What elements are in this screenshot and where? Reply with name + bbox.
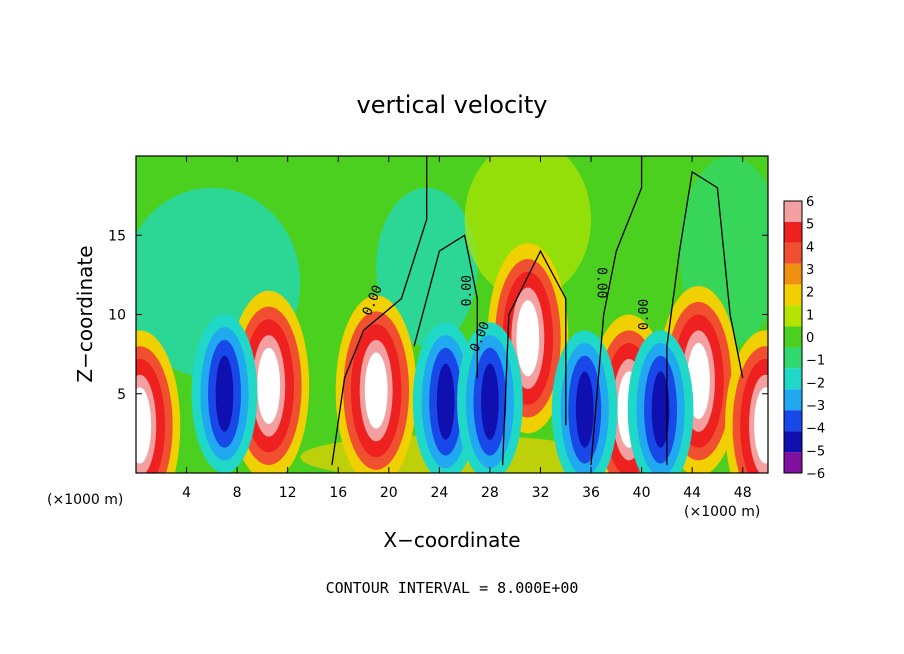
colorbar-swatch <box>784 368 802 390</box>
x-tick-label: 32 <box>532 485 550 501</box>
x-tick-label: 28 <box>481 485 499 501</box>
colorbar-swatch <box>784 201 802 222</box>
colorbar-label: 0 <box>806 331 814 346</box>
updraft-core <box>136 387 152 464</box>
zero-contour-line <box>501 249 567 466</box>
zero-contour-line <box>413 234 478 378</box>
x-axis-label: X−coordinate <box>383 528 520 552</box>
colorbar-swatch <box>784 221 802 243</box>
colorbar-label: −6 <box>806 467 825 482</box>
colorbar-label: 1 <box>806 308 814 323</box>
colorbar-label: −1 <box>806 354 825 369</box>
colorbar-label: 6 <box>806 195 814 210</box>
x-tick-label: 48 <box>734 485 752 501</box>
x-unit-right: (×1000 m) <box>684 504 760 520</box>
zero-contour-line <box>666 170 744 466</box>
downdraft-ring <box>215 355 234 432</box>
x-tick-label: 16 <box>329 485 347 501</box>
colorbar-label: −3 <box>806 399 825 414</box>
x-tick-label: 24 <box>430 485 448 501</box>
updraft-core <box>257 347 281 424</box>
colorbar-swatch <box>784 347 802 369</box>
colorbar-swatch <box>784 410 802 432</box>
x-tick-label: 4 <box>182 485 191 501</box>
colorbar-swatch <box>784 452 802 473</box>
y-tick-label: 10 <box>108 308 126 324</box>
colorbar-swatch <box>784 389 802 411</box>
contour-interval-footer: CONTOUR INTERVAL = 8.000E+00 <box>326 579 579 597</box>
colorbar-label: −2 <box>806 376 825 391</box>
colorbar-label: 4 <box>806 240 814 255</box>
updraft-core <box>364 352 388 429</box>
contour-label: 0.00 <box>637 299 652 330</box>
velocity-field <box>136 156 768 473</box>
x-unit-left: (×1000 m) <box>47 492 123 508</box>
contour-label: 0.00 <box>460 275 475 306</box>
updraft-core <box>754 387 768 464</box>
colorbar-swatch <box>784 263 802 285</box>
colorbar-label: 3 <box>806 263 814 278</box>
x-tick-label: 12 <box>279 485 297 501</box>
downdraft-ring <box>575 371 594 448</box>
colorbar-swatch <box>784 284 802 306</box>
field-band <box>376 187 478 347</box>
colorbar-swatch <box>784 242 802 264</box>
x-tick-label: 44 <box>683 485 701 501</box>
colorbar: 6 5 4 3 2 1 0 −1 −2 −3 −4 −5 −6 <box>783 195 825 482</box>
field-band <box>464 156 592 299</box>
chart-title: vertical velocity <box>357 91 548 119</box>
contour-label: 0.00 <box>593 267 608 298</box>
colorbar-swatch <box>784 326 802 348</box>
colorbar-frame <box>783 200 803 474</box>
colorbar-label: 5 <box>806 218 814 233</box>
x-axis-ticks: 4 8 12 16 20 24 28 32 36 40 44 48 <box>182 156 752 501</box>
y-tick-label: 15 <box>108 228 126 244</box>
zero-contours <box>331 156 744 466</box>
x-tick-label: 40 <box>633 485 651 501</box>
downdraft-ring <box>651 371 670 448</box>
colorbar-swatch <box>784 431 802 453</box>
y-tick-label: 5 <box>117 387 126 403</box>
y-axis-label: Z−coordinate <box>73 245 97 382</box>
downdraft-ring <box>481 363 499 440</box>
colorbar-label: −5 <box>806 444 825 459</box>
colorbar-swatch <box>784 305 802 327</box>
zero-contour-line <box>331 156 428 466</box>
x-tick-label: 8 <box>233 485 242 501</box>
updraft-core <box>516 300 540 377</box>
plot-area: 0.00 0.000.000.000.00 <box>135 155 769 474</box>
y-axis-ticks: 5 10 15 <box>108 228 768 403</box>
colorbar-label: 2 <box>806 286 814 301</box>
colorbar-label: −4 <box>806 422 825 437</box>
x-tick-label: 36 <box>582 485 600 501</box>
x-tick-label: 20 <box>380 485 398 501</box>
downdraft-ring <box>436 363 455 440</box>
zero-contour-line <box>590 156 643 466</box>
